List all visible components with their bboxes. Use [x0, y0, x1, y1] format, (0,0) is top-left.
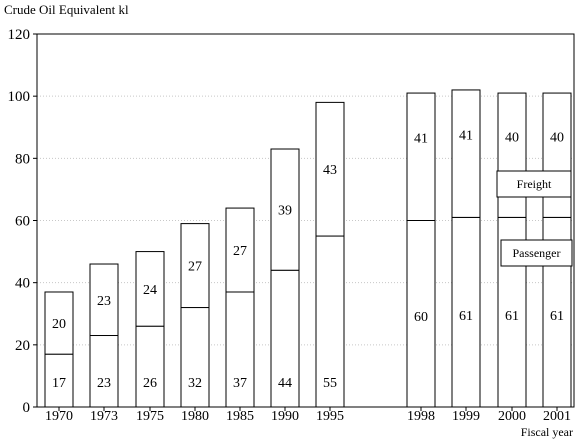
x-tick-label: 1985 — [226, 409, 254, 424]
data-label-freight: 40 — [505, 131, 519, 146]
bar-freight — [451, 89, 481, 218]
legend: Freight Passenger — [496, 170, 573, 267]
y-axis-title: Crude Oil Equivalent kl — [4, 2, 129, 17]
data-label-passenger: 61 — [505, 309, 519, 324]
bar-passenger — [270, 269, 300, 408]
bar-freight — [542, 92, 572, 218]
data-label-freight: 40 — [550, 131, 564, 146]
bar-freight — [270, 148, 300, 271]
data-label-freight: 27 — [233, 244, 247, 259]
data-label-passenger: 55 — [323, 376, 337, 391]
data-label-freight: 41 — [414, 132, 428, 147]
legend-passenger-label: Passenger — [513, 246, 561, 260]
x-tick-label: 1990 — [271, 409, 299, 424]
data-label-passenger: 37 — [233, 376, 247, 391]
bar-freight — [406, 92, 436, 221]
plot-frame — [36, 33, 575, 408]
bar-passenger — [89, 335, 119, 408]
y-tick-label: 60 — [15, 214, 30, 230]
data-label-passenger: 23 — [97, 376, 111, 391]
x-tick-label: 1998 — [407, 409, 435, 424]
data-label-passenger: 32 — [188, 376, 202, 391]
bar-passenger — [135, 325, 165, 408]
bar-freight — [89, 263, 119, 337]
bar-passenger — [225, 291, 255, 408]
data-label-freight: 43 — [323, 163, 337, 178]
legend-freight-label: Freight — [517, 177, 552, 191]
legend-passenger-box — [500, 239, 573, 267]
x-tick-label: 2001 — [543, 409, 571, 424]
bars: 17 20 23 23 26 24 32 27 37 27 44 39 55 43 60 41 61 41 61 40… — [44, 89, 572, 408]
data-label-freight: 24 — [143, 283, 157, 298]
data-label-freight: 27 — [188, 260, 202, 275]
x-tick-label: 1995 — [316, 409, 344, 424]
x-tick-label: 1999 — [452, 409, 480, 424]
y-axis-ticks: 0 20 40 60 80 100 120 — [8, 27, 37, 416]
y-tick-label: 40 — [15, 276, 30, 292]
bar-passenger — [315, 235, 345, 408]
y-tick-label: 120 — [8, 27, 31, 43]
x-tick-label: 1980 — [181, 409, 209, 424]
legend-freight-box — [496, 170, 572, 198]
data-label-freight: 23 — [97, 294, 111, 309]
data-label-freight: 41 — [459, 129, 473, 144]
x-tick-label: 1973 — [90, 409, 118, 424]
data-label-freight: 20 — [52, 317, 66, 332]
bar-freight — [497, 92, 527, 218]
y-tick-label: 80 — [15, 151, 30, 167]
bar-freight — [135, 251, 165, 327]
data-label-passenger: 61 — [550, 309, 564, 324]
data-label-passenger: 60 — [414, 310, 428, 325]
data-label-freight: 39 — [278, 204, 292, 219]
x-axis-title: Fiscal year — [521, 425, 573, 439]
bar-freight — [180, 223, 210, 309]
x-tick-label: 1975 — [136, 409, 164, 424]
bar-passenger — [180, 307, 210, 408]
y-tick-label: 0 — [23, 400, 31, 416]
y-tick-label: 20 — [15, 338, 30, 354]
bar-freight — [315, 101, 345, 237]
bar-freight — [225, 207, 255, 293]
data-label-passenger: 61 — [459, 309, 473, 324]
grid-lines — [37, 95, 574, 346]
bar-freight — [44, 291, 74, 355]
data-label-passenger: 26 — [143, 376, 157, 391]
x-tick-label: 2000 — [498, 409, 526, 424]
y-tick-label: 100 — [8, 89, 31, 105]
data-label-passenger: 44 — [278, 376, 292, 391]
x-axis-ticks: 1970 1973 1975 1980 1985 1990 1995 1998 1999 2000… — [45, 407, 571, 424]
data-label-passenger: 17 — [52, 376, 66, 391]
x-tick-label: 1970 — [45, 409, 73, 424]
